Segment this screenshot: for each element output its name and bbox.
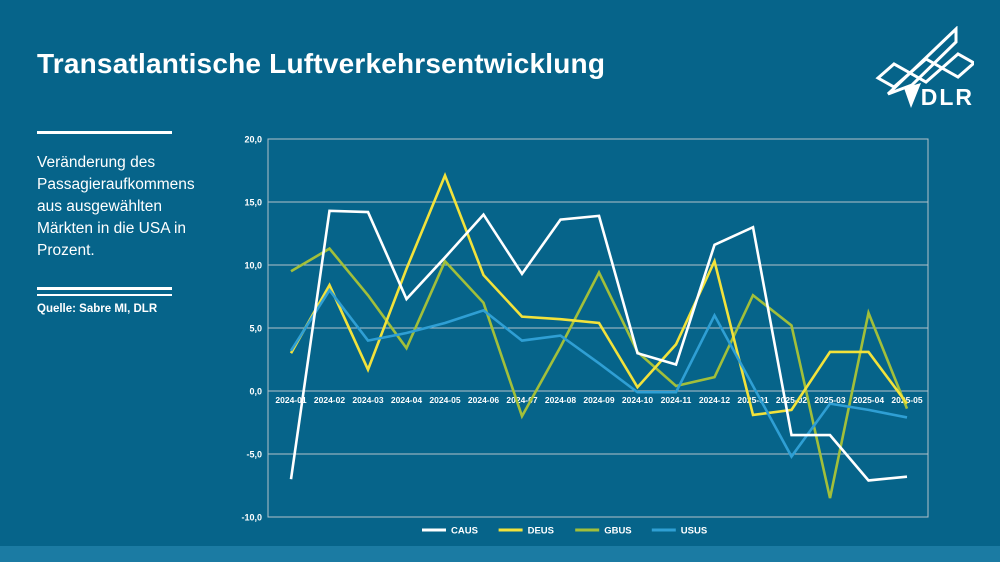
x-axis-tick-label: 2024-09	[583, 395, 614, 405]
x-axis-tick-label: 2024-04	[391, 395, 422, 405]
x-axis-tick-label: 2025-04	[853, 395, 884, 405]
series-line-USUS	[289, 287, 908, 459]
line-chart: -10,0 -5,0 0,0 5,0 10,0 15,0 20,0 2024-01 2024-0…	[225, 125, 950, 545]
x-axis-tick-label: 2025-05	[891, 395, 922, 405]
sidebar-rule-double	[37, 287, 172, 296]
series-line-CAUS	[289, 209, 908, 482]
y-axis-tick-label: 5,0	[249, 324, 262, 334]
y-axis-tick-label: -10,0	[241, 513, 262, 523]
x-axis-tick-label: 2024-12	[699, 395, 730, 405]
series-line-DEUS	[289, 172, 909, 417]
dlr-logo-wordmark: DLR	[920, 84, 974, 110]
x-axis-tick-label: 2024-05	[429, 395, 460, 405]
x-axis-tick-label: 2025-03	[814, 395, 845, 405]
x-axis-tick-label: 2024-10	[622, 395, 653, 405]
legend-label-USUS: USUS	[681, 526, 707, 537]
x-axis-tick-label: 2024-11	[661, 395, 692, 405]
legend-label-GBUS: GBUS	[604, 526, 631, 537]
y-axis-tick-label: 15,0	[244, 198, 262, 208]
footer-bar	[0, 546, 1000, 562]
y-axis-tick-label: 0,0	[249, 387, 262, 397]
x-axis-tick-label: 2024-07	[506, 395, 537, 405]
x-axis-tick-label: 2024-01	[275, 395, 306, 405]
chart-description: Veränderung des Passagieraufkommens aus …	[37, 154, 195, 259]
sidebar-rule-top	[37, 131, 172, 134]
x-axis-tick-label: 2024-08	[545, 395, 576, 405]
y-axis-tick-label: -5,0	[246, 450, 262, 460]
x-axis-tick-label: 2024-03	[352, 395, 383, 405]
page-title: Transatlantische Luftverkehrsentwicklung	[37, 48, 606, 79]
source-label: Quelle: Sabre MI, DLR	[37, 303, 158, 315]
legend-label-DEUS: DEUS	[528, 526, 554, 537]
dlr-logo-icon	[875, 26, 974, 108]
x-axis-tick-label: 2025-02	[776, 395, 807, 405]
x-axis-tick-label: 2024-02	[314, 395, 345, 405]
line-chart-canvas: -10,0 -5,0 0,0 5,0 10,0 15,0 20,0 2024-01 2024-0…	[241, 135, 929, 537]
x-axis-tick-label: 2024-06	[468, 395, 499, 405]
legend-label-CAUS: CAUS	[451, 526, 478, 537]
series-line-GBUS	[290, 246, 909, 499]
y-axis-tick-label: 10,0	[244, 261, 262, 271]
y-axis-tick-label: 20,0	[244, 135, 262, 145]
x-axis-tick-label: 2025-01	[737, 395, 768, 405]
plot-border	[267, 138, 929, 518]
